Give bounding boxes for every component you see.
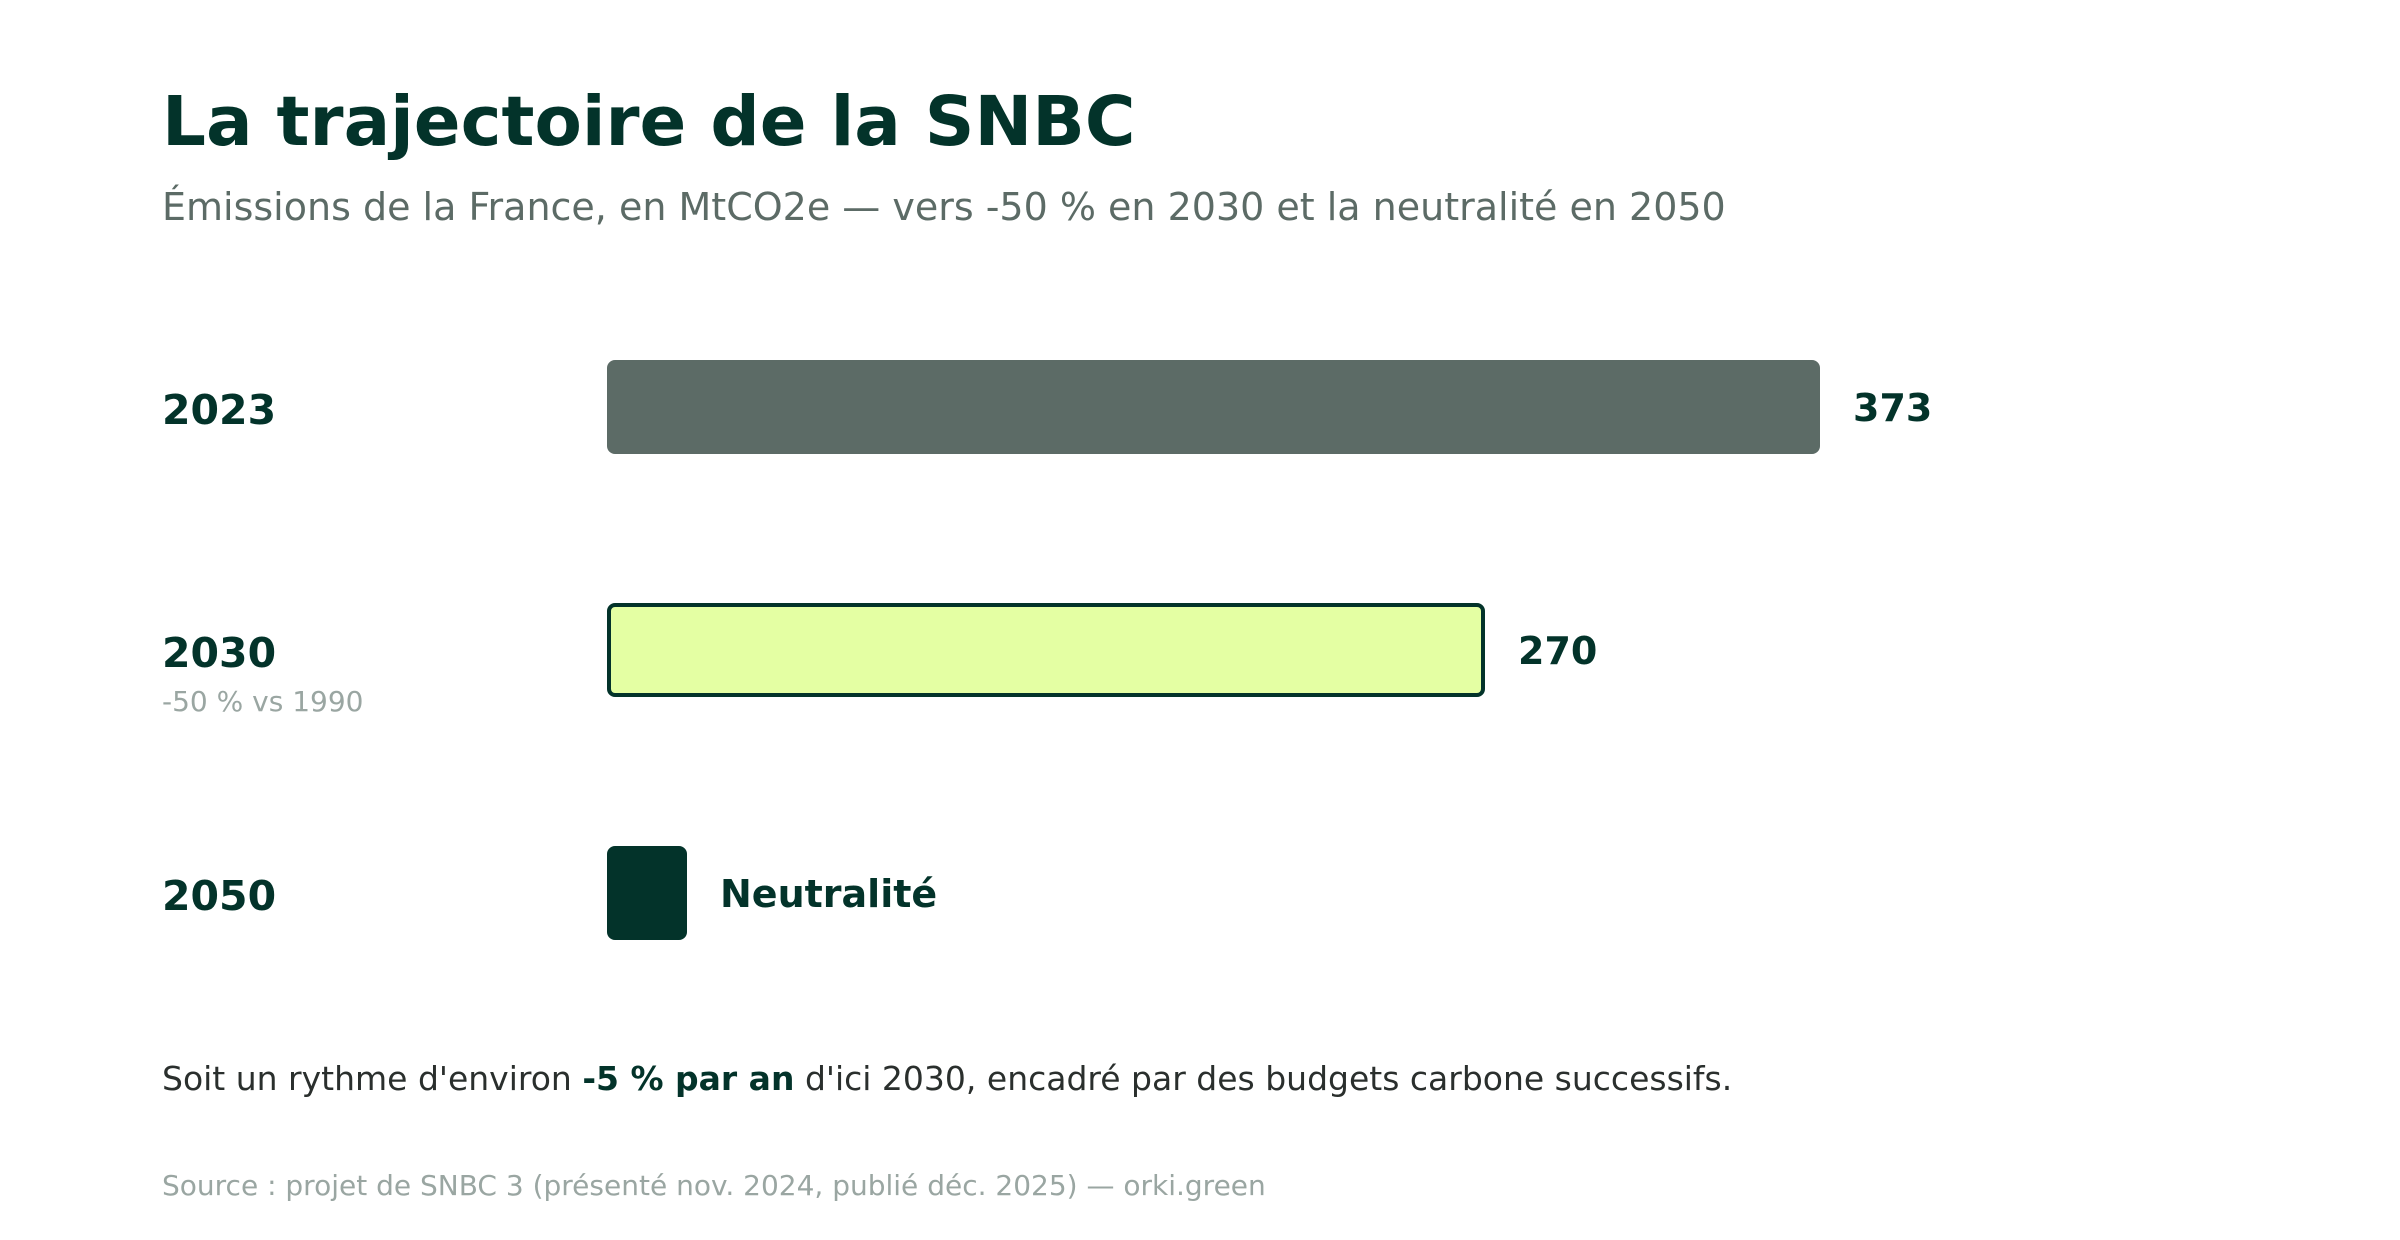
bar-row-2050: 2050 Neutralité (0, 843, 2400, 943)
bar-value-label: 373 (1853, 386, 1933, 430)
chart-title: La trajectoire de la SNBC (162, 82, 1136, 162)
footnote: Soit un rythme d'environ -5 % par an d'i… (162, 1062, 1732, 1095)
source-line: Source : projet de SNBC 3 (présenté nov.… (162, 1169, 1266, 1202)
category-label: 2050 (162, 872, 277, 920)
bar-value-label: Neutralité (720, 872, 938, 916)
bar-row-2030: 2030 -50 % vs 1990 270 (0, 600, 2400, 716)
category-label: 2023 (162, 386, 277, 434)
footnote-text-start: Soit un rythme d'environ (162, 1059, 583, 1098)
chart-subtitle: Émissions de la France, en MtCO2e — vers… (162, 185, 1726, 229)
bar-row-2023: 2023 373 (0, 357, 2400, 457)
bar-value-label: 270 (1518, 629, 1598, 673)
category-label: 2030 (162, 629, 277, 677)
bar (607, 360, 1820, 454)
category-note: -50 % vs 1990 (162, 685, 364, 718)
footnote-text-end: d'ici 2030, encadré par des budgets carb… (794, 1059, 1733, 1098)
footnote-highlight: -5 % par an (582, 1059, 795, 1098)
bar (607, 603, 1485, 697)
bar (607, 846, 687, 940)
